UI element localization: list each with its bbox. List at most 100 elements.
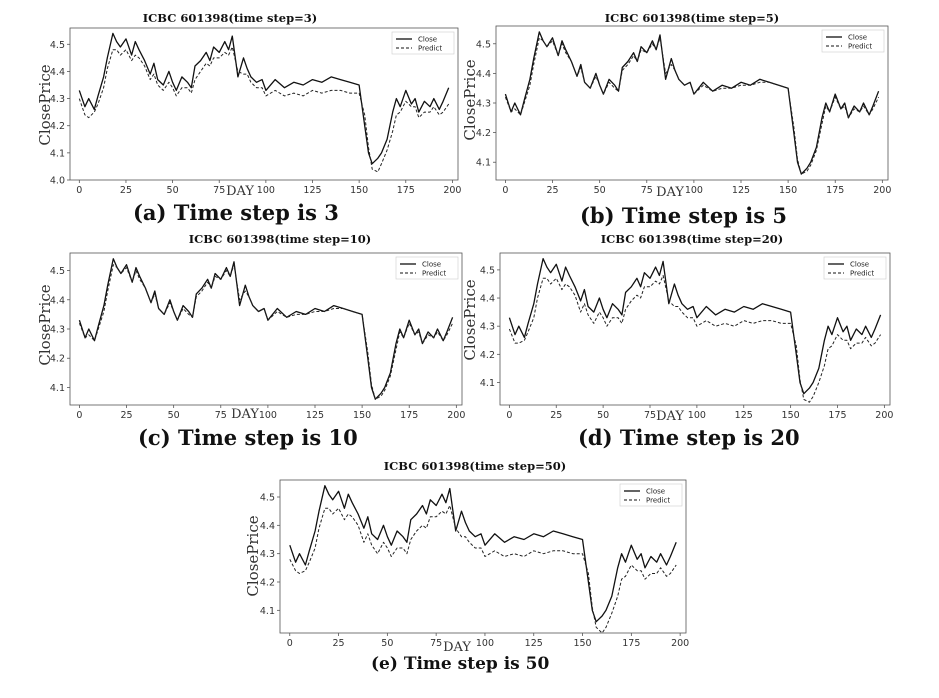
x-tick-label: 75 bbox=[213, 185, 225, 196]
y-tick-label: 4.4 bbox=[480, 294, 495, 305]
x-axis-label: DAY bbox=[226, 184, 254, 199]
y-tick-label: 4.5 bbox=[480, 265, 495, 276]
x-tick-label: 175 bbox=[828, 410, 846, 421]
x-tick-label: 25 bbox=[120, 410, 132, 421]
x-axis-label: DAY bbox=[443, 640, 471, 655]
x-axis-label: DAY bbox=[656, 185, 684, 200]
legend-label-close: Close bbox=[646, 488, 665, 496]
chart-panel-a: ICBC 601398(time step=3) 0 25 50 75 100 125 150… bbox=[0, 0, 470, 230]
legend-label-predict: Predict bbox=[422, 270, 446, 278]
x-tick-label: 175 bbox=[397, 185, 415, 196]
y-tick-label: 4.1 bbox=[476, 158, 491, 169]
legend-label-predict: Predict bbox=[418, 45, 442, 53]
x-tick-label: 150 bbox=[782, 410, 800, 421]
chart-a-svg: ICBC 601398(time step=3) 0 25 50 75 100 125 150… bbox=[36, 11, 461, 199]
chart-panel-c: ICBC 601398(time step=10) 0 25 50 75 100 125 15… bbox=[0, 232, 470, 435]
x-tick-label: 25 bbox=[546, 185, 558, 196]
y-tick-label: 4.3 bbox=[50, 94, 65, 105]
caption-b: (b) Time step is 5 bbox=[580, 203, 787, 228]
x-tick-label: 75 bbox=[641, 185, 653, 196]
x-tick-label: 100 bbox=[259, 410, 277, 421]
legend-label-predict: Predict bbox=[850, 270, 874, 278]
legend-label-predict: Predict bbox=[848, 43, 872, 51]
chart-title: ICBC 601398(time step=50) bbox=[384, 459, 566, 473]
series-line-predict bbox=[78, 46, 450, 173]
x-tick-label: 125 bbox=[735, 410, 753, 421]
legend-label-close: Close bbox=[850, 261, 869, 269]
y-tick-label: 4.5 bbox=[50, 266, 65, 277]
caption-c: (c) Time step is 10 bbox=[138, 425, 358, 450]
chart-e-svg: ICBC 601398(time step=50) 0 25 50 75 100 125 15… bbox=[244, 459, 689, 655]
x-tick-label: 75 bbox=[215, 410, 227, 421]
x-tick-label: 100 bbox=[476, 638, 494, 649]
x-tick-label: 50 bbox=[167, 185, 179, 196]
chart-panel-d: ICBC 601398(time step=20) 0 25 50 75 100 125 15… bbox=[461, 232, 939, 435]
x-axis-label: DAY bbox=[231, 407, 259, 422]
x-tick-label: 200 bbox=[671, 638, 689, 649]
y-tick-label: 4.4 bbox=[476, 69, 491, 80]
y-axis-label: ClosePrice bbox=[36, 64, 54, 145]
x-tick-label: 200 bbox=[443, 185, 461, 196]
legend-label-close: Close bbox=[418, 36, 437, 44]
x-tick-label: 200 bbox=[873, 185, 891, 196]
y-tick-label: 4.1 bbox=[50, 383, 65, 394]
y-axis-label: ClosePrice bbox=[461, 279, 479, 360]
y-tick-label: 4.3 bbox=[50, 325, 65, 336]
x-tick-label: 125 bbox=[525, 638, 543, 649]
x-tick-label: 175 bbox=[826, 185, 844, 196]
x-tick-label: 50 bbox=[381, 638, 393, 649]
y-tick-label: 4.2 bbox=[480, 350, 495, 361]
plot-frame bbox=[499, 252, 891, 406]
chart-title: ICBC 601398(time step=10) bbox=[189, 232, 371, 246]
y-tick-label: 4.2 bbox=[476, 128, 491, 139]
x-tick-label: 200 bbox=[447, 410, 465, 421]
y-tick-label: 4.4 bbox=[50, 295, 65, 306]
chart-title: ICBC 601398(time step=20) bbox=[601, 232, 783, 246]
chart-panel-b: ICBC 601398(time step=5) 0 25 50 75 100 125 150… bbox=[461, 0, 939, 230]
series-line-close bbox=[508, 257, 882, 395]
x-tick-label: 25 bbox=[120, 185, 132, 196]
x-tick-label: 125 bbox=[732, 185, 750, 196]
x-tick-label: 100 bbox=[257, 185, 275, 196]
series-line-predict bbox=[78, 264, 454, 400]
x-tick-label: 150 bbox=[779, 185, 797, 196]
series-line-close bbox=[78, 258, 454, 400]
x-tick-label: 175 bbox=[622, 638, 640, 649]
y-axis-label: ClosePrice bbox=[461, 59, 479, 140]
y-tick-label: 4.3 bbox=[476, 99, 491, 110]
legend-label-predict: Predict bbox=[646, 497, 670, 505]
x-tick-label: 50 bbox=[597, 410, 609, 421]
x-tick-label: 0 bbox=[76, 410, 82, 421]
chart-title: ICBC 601398(time step=3) bbox=[143, 11, 317, 25]
x-tick-label: 100 bbox=[688, 410, 706, 421]
series-line-close bbox=[289, 485, 677, 623]
y-tick-label: 4.2 bbox=[50, 121, 65, 132]
x-tick-label: 25 bbox=[333, 638, 345, 649]
y-tick-label: 4.1 bbox=[260, 606, 275, 617]
y-tick-label: 4.0 bbox=[50, 176, 65, 187]
y-tick-label: 4.5 bbox=[476, 39, 491, 50]
x-tick-label: 150 bbox=[573, 638, 591, 649]
legend-label-close: Close bbox=[422, 261, 441, 269]
y-axis-label: ClosePrice bbox=[244, 515, 262, 596]
x-tick-label: 50 bbox=[168, 410, 180, 421]
y-tick-label: 4.5 bbox=[260, 493, 275, 504]
x-tick-label: 75 bbox=[430, 638, 442, 649]
y-tick-label: 4.1 bbox=[480, 378, 495, 389]
series-line-predict bbox=[504, 37, 880, 175]
x-tick-label: 150 bbox=[353, 410, 371, 421]
y-tick-label: 4.3 bbox=[260, 549, 275, 560]
chart-panel-e: ICBC 601398(time step=50) 0 25 50 75 100 125 15… bbox=[240, 458, 700, 658]
x-tick-label: 200 bbox=[875, 410, 893, 421]
x-tick-label: 25 bbox=[550, 410, 562, 421]
caption-d: (d) Time step is 20 bbox=[578, 425, 800, 450]
x-tick-label: 100 bbox=[685, 185, 703, 196]
caption-e: (e) Time step is 50 bbox=[371, 654, 550, 674]
y-tick-label: 4.2 bbox=[50, 354, 65, 365]
y-tick-label: 4.4 bbox=[50, 67, 65, 78]
y-tick-label: 4.5 bbox=[50, 40, 65, 51]
chart-title: ICBC 601398(time step=5) bbox=[605, 11, 779, 25]
series-line-predict bbox=[289, 505, 677, 634]
series-line-close bbox=[78, 32, 450, 165]
y-tick-label: 4.2 bbox=[260, 578, 275, 589]
